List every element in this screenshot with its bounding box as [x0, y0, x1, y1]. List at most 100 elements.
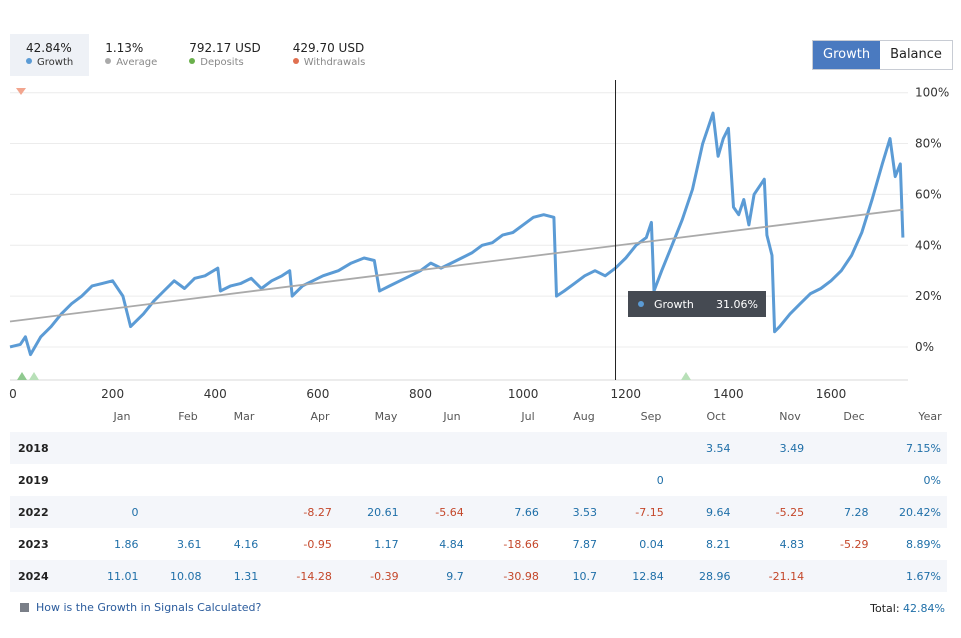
month-value-cell: 7.87 — [572, 537, 598, 551]
deposit-marker-icon — [17, 372, 27, 380]
year-total-cell: 7.15% — [878, 432, 947, 464]
y-tick-label: 100% — [915, 86, 949, 100]
month-label: Year — [918, 410, 942, 423]
month-label: Sep — [640, 410, 662, 423]
month-value-cell: 28.96 — [673, 560, 741, 592]
year-label: 2023 — [18, 537, 49, 551]
year-total-cell: 8.89% — [906, 537, 941, 551]
x-tick-label: 400 — [204, 387, 227, 401]
month-value-cell: 1.17 — [374, 537, 399, 551]
growth-chart[interactable]: 0% 20% 40% 60% 80% 100% 0 200 400 600 800 1000 1200 1… — [0, 80, 961, 410]
month-value-cell: 10.08 — [148, 560, 212, 592]
table-row: 2022 0 -8.27 20.61 -5.64 7.66 3.53 -7.15 9.64 -5.… — [10, 496, 947, 528]
month-value-cell — [148, 432, 212, 464]
month-value-cell — [212, 464, 269, 496]
withdrawal-marker-icon — [16, 88, 26, 95]
month-header: Jan Feb Mar Apr May Jun Jul Aug Sep Oct Nov Dec Year — [0, 410, 961, 426]
month-value-cell: -30.98 — [473, 560, 549, 592]
stat-value: 42.84% — [26, 41, 72, 55]
month-label: Apr — [310, 410, 330, 423]
deposit-marker-icon — [29, 372, 39, 380]
month-value-cell: 7.28 — [814, 496, 879, 528]
growth-help-link[interactable]: How is the Growth in Signals Calculated? — [20, 601, 261, 614]
year-total-cell: 0% — [923, 473, 941, 487]
x-tick-label: 1400 — [713, 387, 744, 401]
month-value-cell — [148, 464, 211, 496]
month-value-cell — [148, 496, 212, 528]
x-tick-label: 1600 — [816, 387, 847, 401]
growth-button[interactable]: Growth — [813, 41, 881, 69]
x-tick-label: 0 — [9, 387, 17, 401]
month-label: Jan — [113, 410, 131, 423]
month-value-cell: 4.16 — [233, 537, 259, 551]
average-trend-line — [9, 208, 904, 323]
month-value-cell: 12.84 — [607, 560, 674, 592]
tooltip-dot-icon — [638, 301, 644, 307]
month-value-cell: -5.25 — [740, 496, 815, 528]
total-label: Total: — [870, 602, 900, 615]
stat-label: Withdrawals — [292, 56, 365, 70]
table-row: 2024 11.01 10.08 1.31 -14.28 -0.39 9.7 -30.98 10… — [10, 560, 947, 592]
month-value-cell: 0 — [66, 496, 149, 528]
month-value-cell: 10.7 — [548, 560, 608, 592]
month-value-cell: 0.04 — [639, 537, 664, 551]
year-label: 2024 — [10, 560, 67, 592]
month-value-cell: 0 — [656, 473, 664, 487]
month-value-cell: -18.66 — [503, 537, 539, 551]
month-label: Feb — [178, 410, 198, 423]
legend-dot-icon — [189, 58, 196, 64]
stat-value: 429.70 USD — [292, 41, 365, 55]
x-tick-label: 800 — [409, 387, 432, 401]
month-value-cell: 3.53 — [548, 496, 608, 528]
year-total-cell: 20.42% — [878, 496, 947, 528]
month-value-cell: 3.49 — [740, 432, 815, 464]
chart-mode-toggle: Growth Balance — [812, 40, 953, 70]
month-value-cell — [341, 432, 409, 464]
growth-help-link-text[interactable]: How is the Growth in Signals Calculated? — [36, 601, 262, 614]
stat-average[interactable]: 1.13% Average — [89, 34, 173, 76]
y-tick-label: 60% — [915, 187, 942, 201]
month-value-cell: -5.29 — [840, 537, 869, 551]
month-value-cell: -5.64 — [408, 496, 474, 528]
month-label: Dec — [843, 410, 865, 423]
month-value-cell — [740, 464, 814, 496]
month-value-cell: 3.61 — [177, 537, 202, 551]
month-value-cell — [474, 464, 549, 496]
stat-growth[interactable]: 42.84% Growth — [10, 34, 90, 76]
stat-withdrawals[interactable]: 429.70 USD Withdrawals — [277, 34, 382, 76]
tooltip-label: Growth — [654, 298, 694, 311]
month-label: Oct — [706, 410, 726, 423]
legend-dot-icon — [26, 58, 32, 64]
balance-button[interactable]: Balance — [880, 41, 952, 69]
x-tick-label: 1000 — [508, 387, 539, 401]
year-label: 2022 — [10, 496, 67, 528]
month-value-cell: -14.28 — [268, 560, 342, 592]
year-total-cell: 1.67% — [878, 560, 947, 592]
month-value-cell — [211, 496, 269, 528]
monthly-returns-table: 2018 3.54 3.49 7.15% 2019 0 0% 2022 0 -8.27 20.61-… — [10, 432, 947, 592]
y-tick-label: 40% — [915, 238, 942, 252]
deposit-marker-icon — [681, 372, 691, 380]
total-value: 42.84% — [903, 602, 945, 615]
legend-dot-icon — [105, 58, 112, 64]
table-row: 2023 1.86 3.61 4.16 -0.95 1.17 4.84 -18.66 7.87 0… — [10, 528, 947, 560]
table-row: 2019 0 0% — [10, 464, 947, 496]
month-value-cell — [549, 464, 607, 496]
stat-deposits[interactable]: 792.17 USD Deposits — [173, 34, 276, 76]
month-value-cell — [607, 432, 674, 464]
month-value-cell: -8.27 — [268, 496, 342, 528]
month-label: Jun — [443, 410, 461, 423]
question-icon — [20, 602, 29, 612]
month-value-cell: 4.84 — [439, 537, 464, 551]
month-value-cell — [473, 432, 549, 464]
stat-label: Deposits — [189, 56, 260, 70]
month-value-cell: 9.64 — [673, 496, 741, 528]
y-tick-label: 20% — [915, 289, 942, 303]
month-value-cell — [674, 464, 741, 496]
month-label: Mar — [233, 410, 255, 423]
month-value-cell: -7.15 — [607, 496, 674, 528]
total-growth: Total: 42.84% — [870, 602, 945, 615]
month-value-cell — [268, 464, 342, 496]
month-label: Nov — [779, 410, 801, 423]
month-value-cell: 7.66 — [473, 496, 549, 528]
